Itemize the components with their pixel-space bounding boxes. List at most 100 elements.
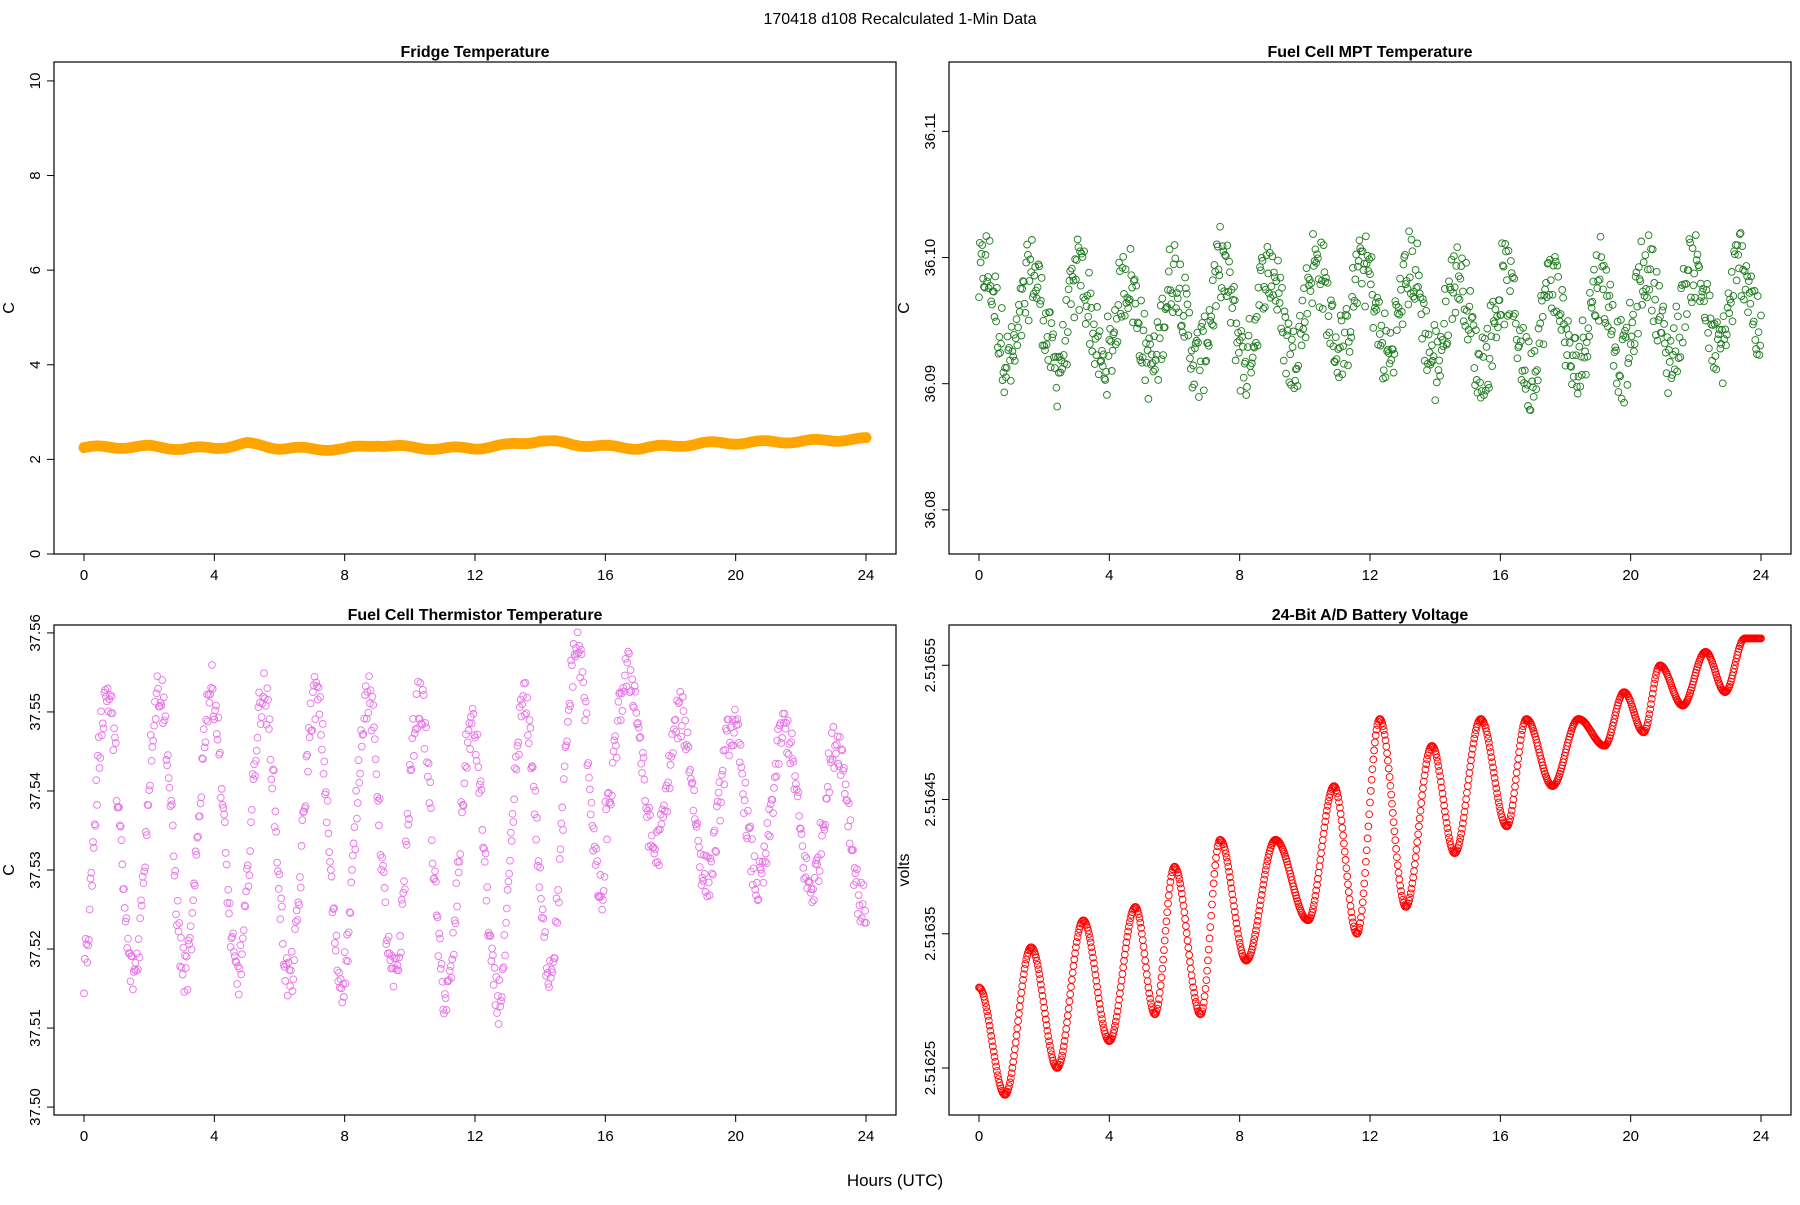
data-point [1449,288,1457,297]
data-point [859,881,868,889]
data-point [1151,356,1160,364]
data-point [504,877,513,886]
data-point [1122,938,1131,947]
data-point [1516,741,1524,750]
data-point [1133,907,1142,915]
data-point [537,894,545,903]
data-point [1318,305,1327,313]
data-point [765,805,773,813]
data-point [506,856,514,865]
data-point [402,841,411,849]
data-point [1695,263,1703,271]
data-point [1435,356,1444,365]
data-point [1156,981,1165,990]
data-point [770,784,778,792]
data-point [985,1021,994,1030]
data-point [569,640,578,648]
data-point [407,765,416,774]
data-point [1437,783,1446,792]
data-point [1315,862,1324,871]
data-point [996,348,1005,357]
data-point [1216,222,1224,231]
data-point [1386,328,1395,337]
data-point [642,804,650,813]
data-point [1454,841,1463,850]
data-point [1476,378,1484,387]
data-point [1504,246,1513,255]
data-point [157,701,166,710]
data-point [1010,1045,1019,1054]
data-point [622,682,631,691]
data-point [248,770,257,778]
data-point [1116,989,1124,998]
data-point [1753,292,1762,300]
data-point [699,877,707,885]
data-point [396,932,404,940]
data-point [132,967,140,975]
data-point [828,756,837,764]
data-point [1443,339,1452,347]
data-point [710,826,719,835]
data-point [1296,329,1305,338]
data-point [1629,310,1637,319]
data-point [1223,858,1232,866]
data-point [1393,309,1402,318]
data-point [1291,376,1299,385]
data-point [247,805,256,814]
data-point [1174,871,1183,880]
data-point [1108,346,1117,355]
data-point [110,724,118,733]
data-point [840,764,848,772]
data-point [1493,312,1501,321]
data-point [1362,857,1370,866]
data-point [1313,881,1321,889]
data-point [1533,376,1542,385]
data-point [1232,319,1241,328]
data-point [217,785,226,793]
data-point [322,818,331,827]
data-point [177,933,185,942]
data-point [1432,753,1441,762]
data-point [1327,302,1336,310]
data-point [207,683,215,692]
data-point [241,902,250,911]
data-point [1048,1053,1057,1062]
data-point [701,888,710,896]
data-point [1218,242,1227,251]
data-point [162,756,171,764]
data-point [1068,975,1076,984]
data-point [1742,262,1751,270]
data-point [781,724,790,733]
data-point [1082,302,1091,311]
data-point [1149,367,1158,376]
data-point [1213,242,1222,251]
data-point [593,857,602,865]
data-point [1521,385,1530,393]
data-point [1063,360,1071,369]
data-point [1666,336,1675,345]
data-point [1344,361,1352,370]
data-point [1510,274,1519,283]
data-point [1323,801,1332,810]
data-point [382,940,391,948]
data-point [136,914,145,923]
data-point [1364,822,1373,831]
data-point [1046,308,1054,316]
data-point [398,900,407,908]
data-point [1687,683,1696,692]
data-point [324,829,333,838]
data-point [194,832,202,841]
data-point [984,273,992,281]
data-point [1019,277,1028,286]
data-point [455,857,464,866]
y-tick-label: 36.11 [922,113,939,149]
data-point [1687,293,1695,302]
data-point [614,697,623,706]
data-point [683,728,692,737]
data-point [225,909,233,918]
data-point [1429,743,1438,752]
x-tick-label: 12 [467,1128,484,1145]
data-point [276,915,285,924]
data-point [553,919,562,927]
